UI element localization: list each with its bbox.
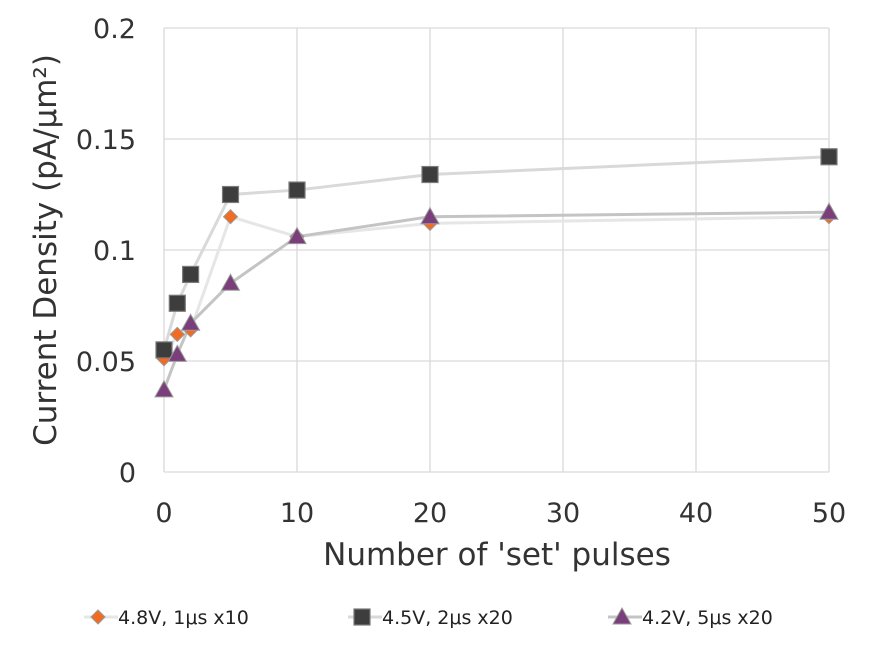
- point-4-5v-2-s-x20-6: [820, 148, 838, 166]
- series-line-4-2v-5-s-x20: [162, 210, 830, 391]
- x-tick-label: 10: [280, 498, 314, 529]
- point-4-5v-2-s-x20-1: [168, 294, 186, 312]
- y-tick-label: 0.15: [76, 125, 136, 156]
- legend-label: 4.8V, 1μs x10: [118, 607, 249, 629]
- point-4-2v-5-s-x20-3: [220, 273, 241, 291]
- point-4-2v-5-s-x20-4: [287, 226, 307, 245]
- series-line-4-8v-1-s-x10: [162, 215, 830, 360]
- x-tick-label: 0: [155, 498, 172, 529]
- point-4-5v-2-s-x20-0: [155, 341, 173, 359]
- legend-marker-diamond-icon: [90, 609, 106, 625]
- legend-label: 4.5V, 2μs x20: [382, 607, 513, 629]
- gridlines: [163, 27, 830, 473]
- point-4-2v-5-s-x20-1: [167, 344, 188, 362]
- point-4-2v-5-s-x20-5: [420, 206, 440, 225]
- legend-item-4-2v-5-s-x20: 4.2V, 5μs x20: [608, 606, 773, 629]
- x-axis-ticks: 0 10 20 30 40 50: [155, 498, 846, 529]
- series-line-4-5v-2-s-x20: [162, 155, 830, 351]
- point-4-5v-2-s-x20-3: [221, 185, 240, 204]
- point-4-5v-2-s-x20-4: [288, 181, 306, 199]
- y-tick-label: 0.05: [76, 347, 136, 378]
- x-axis-title: Number of 'set' pulses: [323, 537, 671, 573]
- y-tick-label: 0: [119, 458, 136, 489]
- point-4-8v-1-s-x10-3: [222, 208, 239, 225]
- point-4-2v-5-s-x20-2: [180, 313, 201, 331]
- legend-item-4-8v-1-s-x10: 4.8V, 1μs x10: [84, 607, 249, 629]
- point-4-5v-2-s-x20-5: [421, 165, 439, 184]
- legend-marker-square-icon: [353, 608, 371, 626]
- y-tick-label: 0.2: [93, 14, 136, 45]
- legend: 4.8V, 1μs x10 4.5V, 2μs x20 4.2V, 5μs x20: [84, 606, 773, 629]
- y-axis-ticks: 0 0.05 0.1 0.15 0.2: [76, 14, 136, 489]
- x-tick-label: 30: [546, 498, 580, 529]
- y-axis-title: Current Density (pA/μm²): [28, 54, 64, 446]
- series-markers: [154, 148, 839, 398]
- x-tick-label: 40: [679, 498, 713, 529]
- point-4-5v-2-s-x20-2: [182, 265, 200, 284]
- x-tick-label: 50: [812, 498, 846, 529]
- series-lines: [162, 155, 830, 391]
- legend-label: 4.2V, 5μs x20: [642, 607, 773, 629]
- x-tick-label: 20: [413, 498, 447, 529]
- point-4-2v-5-s-x20-6: [819, 202, 839, 220]
- legend-marker-triangle-icon: [612, 606, 632, 625]
- y-tick-label: 0.1: [93, 236, 136, 267]
- legend-item-4-5v-2-s-x20: 4.5V, 2μs x20: [348, 607, 513, 629]
- point-4-8v-1-s-x10-1: [169, 326, 186, 343]
- point-4-2v-5-s-x20-0: [154, 379, 174, 398]
